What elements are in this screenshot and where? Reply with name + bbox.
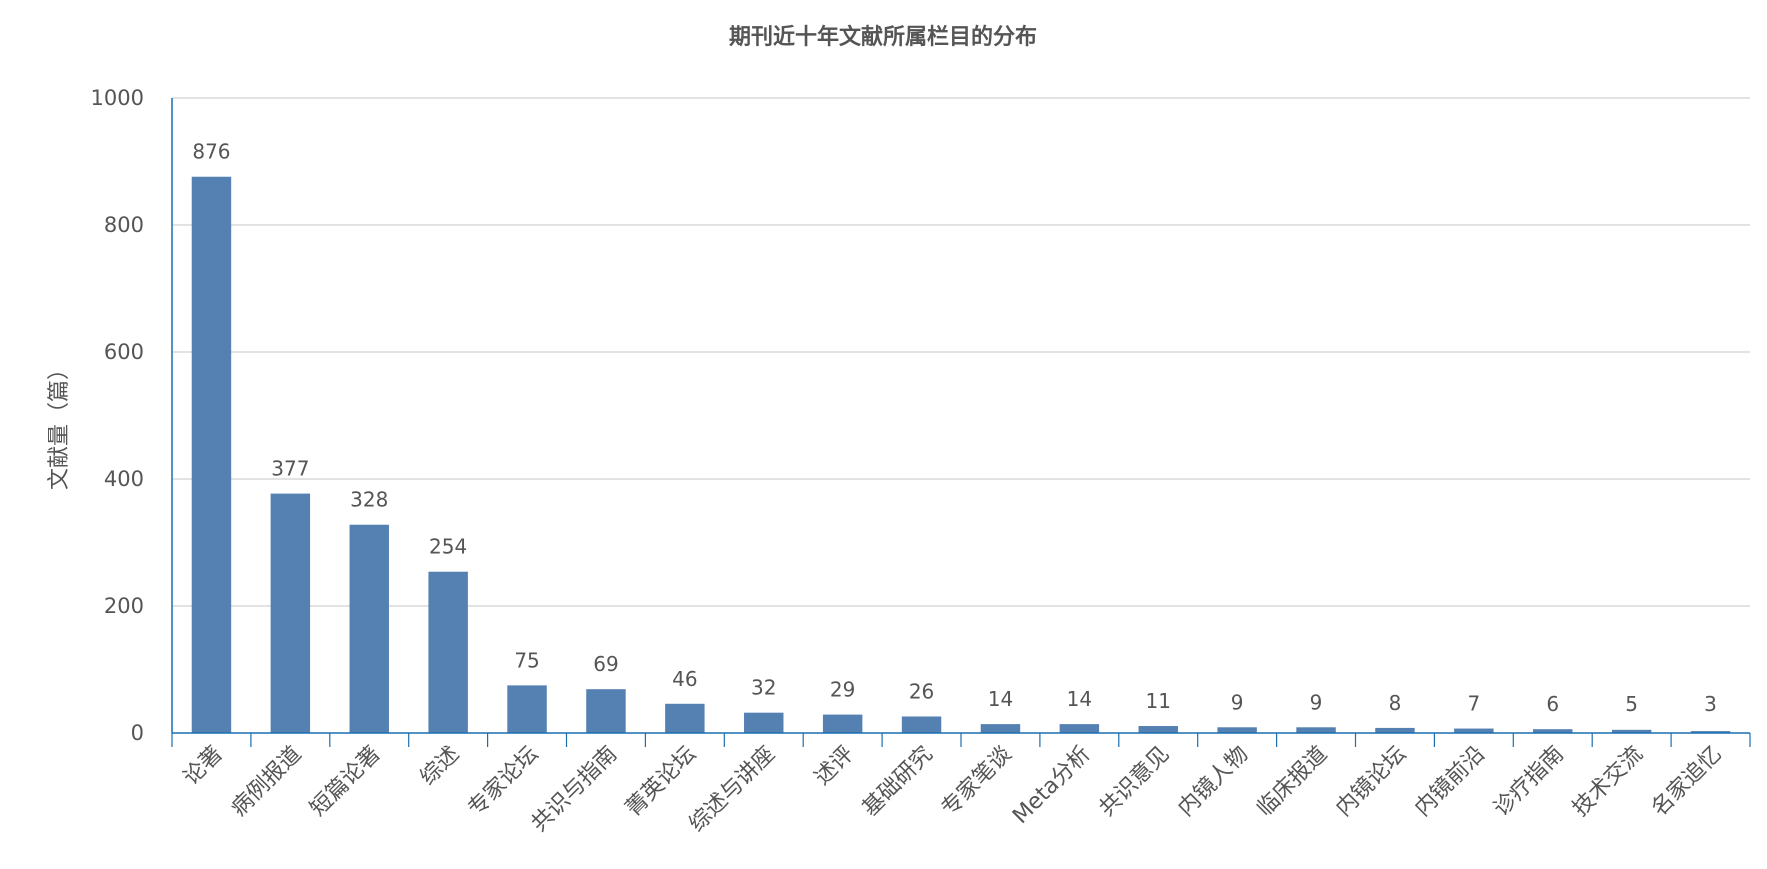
bar bbox=[428, 571, 468, 733]
bar bbox=[665, 703, 705, 733]
x-tick-label: 专家笔谈 bbox=[937, 742, 1017, 822]
bar bbox=[1296, 727, 1336, 733]
y-tick-label: 1000 bbox=[91, 86, 144, 110]
data-label: 46 bbox=[672, 667, 697, 691]
bar bbox=[1690, 731, 1731, 733]
bar bbox=[980, 724, 1021, 733]
x-tick-label: 基础研究 bbox=[858, 742, 938, 822]
data-label: 9 bbox=[1231, 690, 1244, 714]
x-tick-label: 病例报道 bbox=[227, 742, 307, 822]
data-label: 14 bbox=[988, 687, 1013, 711]
data-label: 5 bbox=[1625, 692, 1638, 716]
axes bbox=[171, 98, 1751, 747]
data-label: 14 bbox=[1067, 687, 1092, 711]
bar bbox=[191, 176, 232, 734]
data-label: 32 bbox=[751, 676, 776, 700]
bar bbox=[270, 493, 311, 733]
bar bbox=[744, 712, 784, 733]
data-label: 876 bbox=[192, 140, 230, 164]
data-label: 8 bbox=[1389, 691, 1402, 715]
y-axis-label: 文献量（篇） bbox=[47, 358, 72, 490]
x-tick-label: 共识意见 bbox=[1095, 742, 1175, 822]
bar bbox=[1375, 727, 1415, 733]
data-label: 377 bbox=[271, 457, 309, 481]
x-tick-label: 内镜人物 bbox=[1173, 742, 1253, 822]
bar bbox=[1611, 729, 1652, 733]
chart-title: 期刊近十年文献所属栏目的分布 bbox=[729, 24, 1037, 50]
x-tick-label: 述评 bbox=[810, 742, 859, 791]
x-tick-label: 诊疗指南 bbox=[1489, 742, 1569, 822]
x-tick-label: 专家论坛 bbox=[463, 742, 543, 822]
gridlines bbox=[172, 97, 1750, 607]
data-label: 6 bbox=[1546, 692, 1559, 716]
x-tick-label: Meta分析 bbox=[1008, 742, 1095, 829]
bar bbox=[586, 689, 626, 733]
x-tick-label: 临床报道 bbox=[1252, 742, 1332, 822]
data-label: 9 bbox=[1310, 690, 1323, 714]
bar bbox=[349, 524, 389, 733]
data-label: 26 bbox=[909, 679, 934, 703]
bar bbox=[822, 714, 863, 733]
x-tick-label: 论著 bbox=[179, 742, 228, 791]
bar bbox=[1454, 728, 1494, 733]
data-label: 69 bbox=[593, 652, 618, 676]
data-label: 328 bbox=[350, 488, 388, 512]
x-tick-label: 内镜前沿 bbox=[1410, 742, 1490, 822]
data-label: 3 bbox=[1704, 692, 1717, 716]
data-label: 254 bbox=[429, 535, 467, 559]
y-tick-label: 600 bbox=[104, 340, 144, 364]
bars bbox=[191, 176, 1731, 734]
data-label: 75 bbox=[514, 648, 539, 672]
data-label: 29 bbox=[830, 678, 855, 702]
x-tick-label: 名家追忆 bbox=[1647, 742, 1727, 822]
y-tick-label: 200 bbox=[104, 594, 144, 618]
x-tick-label: 短篇论著 bbox=[306, 742, 386, 822]
x-tick-label: 共识与指南 bbox=[527, 742, 622, 837]
bar bbox=[901, 716, 942, 733]
y-tick-label: 400 bbox=[104, 467, 144, 491]
x-tick-label: 技术交流 bbox=[1568, 742, 1648, 822]
x-tick-label: 内镜论坛 bbox=[1331, 742, 1411, 822]
x-tick-label: 综述与讲座 bbox=[685, 742, 780, 837]
bar bbox=[1533, 729, 1573, 733]
y-tick-label: 0 bbox=[131, 721, 144, 745]
bar bbox=[507, 685, 547, 733]
x-tick-label: 菁英论坛 bbox=[621, 742, 701, 822]
x-tick-label: 综述 bbox=[416, 742, 465, 791]
bar bbox=[1138, 726, 1178, 733]
bar bbox=[1059, 724, 1100, 733]
data-label: 7 bbox=[1467, 692, 1480, 716]
y-tick-label: 800 bbox=[104, 213, 144, 237]
bar bbox=[1217, 727, 1257, 733]
data-label: 11 bbox=[1146, 689, 1171, 713]
